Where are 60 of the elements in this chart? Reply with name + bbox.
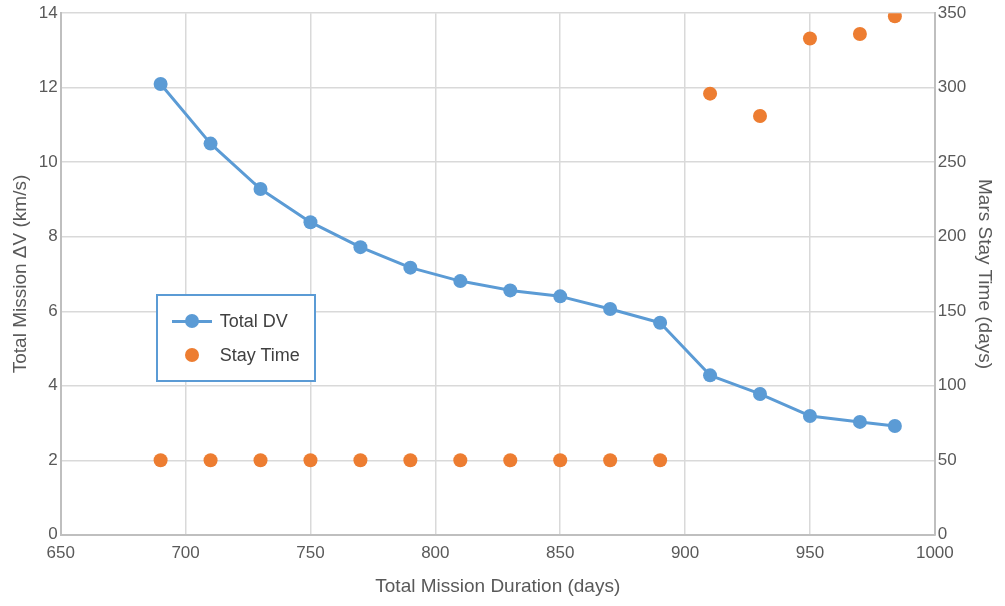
y2-tick-label: 200 [937, 226, 967, 246]
y2-tick-label: 0 [937, 524, 948, 544]
point [153, 453, 168, 468]
legend-label: Stay Time [219, 344, 300, 366]
point [703, 368, 718, 383]
point [303, 215, 318, 230]
point [403, 453, 418, 468]
point [603, 453, 618, 468]
point [503, 283, 518, 298]
point [153, 76, 168, 91]
point [753, 109, 768, 124]
point [802, 31, 817, 46]
legend-label: Total DV [219, 310, 288, 332]
point [603, 302, 618, 317]
x-tick-label: 700 [171, 542, 200, 562]
point [852, 414, 867, 429]
point [703, 86, 718, 101]
point [753, 386, 768, 401]
y2-tick-label: 250 [937, 151, 967, 171]
point [303, 453, 318, 468]
y-tick-label: 2 [48, 449, 58, 469]
x-tick-label: 750 [296, 542, 325, 562]
point [203, 136, 218, 151]
point [653, 453, 668, 468]
y2-axis-title: Mars Stay Time (days) [975, 178, 997, 370]
point [453, 453, 468, 468]
y-tick-label: 14 [38, 2, 58, 22]
point [887, 419, 902, 434]
y-tick-label: 8 [48, 226, 58, 246]
point [802, 408, 817, 423]
y-axis-title: Total Mission ΔV (km/s) [8, 174, 30, 374]
point [403, 260, 418, 275]
point [253, 182, 268, 197]
x-tick-label: 900 [670, 542, 700, 562]
point [503, 453, 518, 468]
point [653, 315, 668, 330]
x-tick-label: 650 [46, 542, 75, 562]
y2-tick-label: 350 [937, 2, 967, 22]
y2-tick-label: 300 [937, 77, 967, 97]
point [553, 453, 568, 468]
y-tick-label: 12 [38, 77, 58, 97]
x-tick-label: 950 [795, 542, 825, 562]
x-tick-label: 800 [421, 542, 450, 562]
point [353, 240, 368, 255]
y-tick-label: 10 [38, 151, 58, 171]
point [353, 453, 368, 468]
y-tick-label: 4 [48, 375, 58, 395]
point [253, 453, 268, 468]
x-tick-label: 1000 [915, 542, 954, 562]
y-tick-label: 6 [48, 300, 58, 320]
y2-tick-label: 150 [937, 300, 967, 320]
y-tick-label: 0 [48, 524, 58, 544]
x-tick-label: 850 [546, 542, 575, 562]
x-axis-title: Total Mission Duration (days) [375, 574, 621, 596]
point [453, 274, 468, 289]
point [852, 27, 867, 42]
y2-tick-label: 100 [937, 375, 967, 395]
point [203, 453, 218, 468]
y2-tick-label: 50 [937, 449, 957, 469]
point [553, 289, 568, 304]
